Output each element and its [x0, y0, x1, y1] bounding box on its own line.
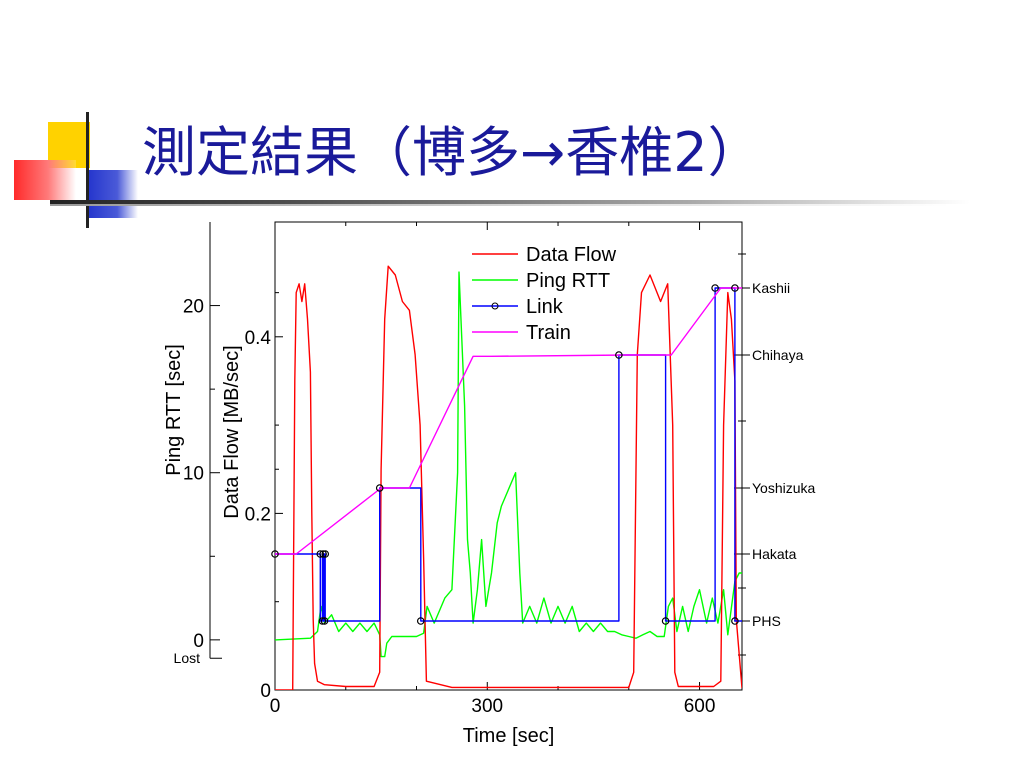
- legend-label: Link: [526, 296, 564, 318]
- flow-tick-label: 0: [260, 681, 271, 702]
- legend-label: Data Flow: [526, 244, 617, 266]
- legend: Data Flow Ping RTT Link Train: [472, 244, 617, 344]
- link-marker: [711, 284, 719, 292]
- flow-tick-label: 0.4: [245, 328, 272, 349]
- location-label: Hakata: [752, 546, 797, 562]
- link-marker: [375, 484, 384, 492]
- slide-title: 測定結果（博多→香椎2）: [142, 121, 762, 184]
- x-tick-label: 300: [471, 696, 503, 717]
- ping-tick-label: 0: [193, 631, 204, 652]
- train-line: [275, 287, 742, 555]
- link-marker: [318, 617, 327, 625]
- title-underline: [50, 200, 970, 204]
- link-marker: [731, 284, 739, 292]
- x-tick-label: 600: [684, 696, 716, 717]
- link-marker: [615, 351, 623, 359]
- decor-blue-square: [86, 170, 138, 218]
- decor-red-square: [14, 160, 76, 200]
- data-flow-line: [275, 265, 742, 690]
- link-marker: [319, 550, 327, 558]
- link-marker: [731, 617, 739, 625]
- location-label: Kashii: [752, 280, 790, 296]
- location-label: PHS: [752, 613, 781, 629]
- link-marker: [271, 550, 279, 558]
- ping-tick-label: 20: [183, 297, 204, 318]
- link-marker: [416, 617, 425, 625]
- location-label: Yoshizuka: [752, 480, 816, 496]
- link-marker: [316, 550, 325, 558]
- x-axis-label: Time [sec]: [463, 725, 555, 747]
- ping-axis-label: Ping RTT [sec]: [163, 344, 185, 476]
- flow-axis-label: Data Flow [MB/sec]: [221, 345, 243, 518]
- ping-rtt-line: [275, 271, 742, 658]
- location-label: Chihaya: [752, 347, 804, 363]
- decor-vertical-line: [86, 112, 89, 228]
- series-group: [275, 265, 742, 690]
- axes: 0 300 600 0 0.2 0.4 0 10 20 Lost PHS Hakata Yoshizuk…: [174, 221, 816, 717]
- legend-label: Train: [526, 322, 571, 344]
- ping-tick-label: 10: [183, 464, 204, 485]
- x-tick-label: 0: [270, 696, 281, 717]
- link-markers: [271, 284, 739, 625]
- plot-frame: [274, 221, 743, 691]
- link-marker: [321, 550, 330, 558]
- link-marker: [320, 617, 329, 625]
- ping-lost-label: Lost: [174, 650, 201, 666]
- flow-tick-label: 0.2: [245, 504, 271, 525]
- legend-link-marker: [491, 302, 499, 310]
- legend-label: Ping RTT: [526, 270, 610, 292]
- title-underline-shadow: [50, 204, 950, 206]
- link-marker: [661, 617, 670, 625]
- axis-labels: Time [sec] Ping RTT [sec] Data Flow [MB/se…: [163, 344, 554, 747]
- link-line: [275, 287, 742, 622]
